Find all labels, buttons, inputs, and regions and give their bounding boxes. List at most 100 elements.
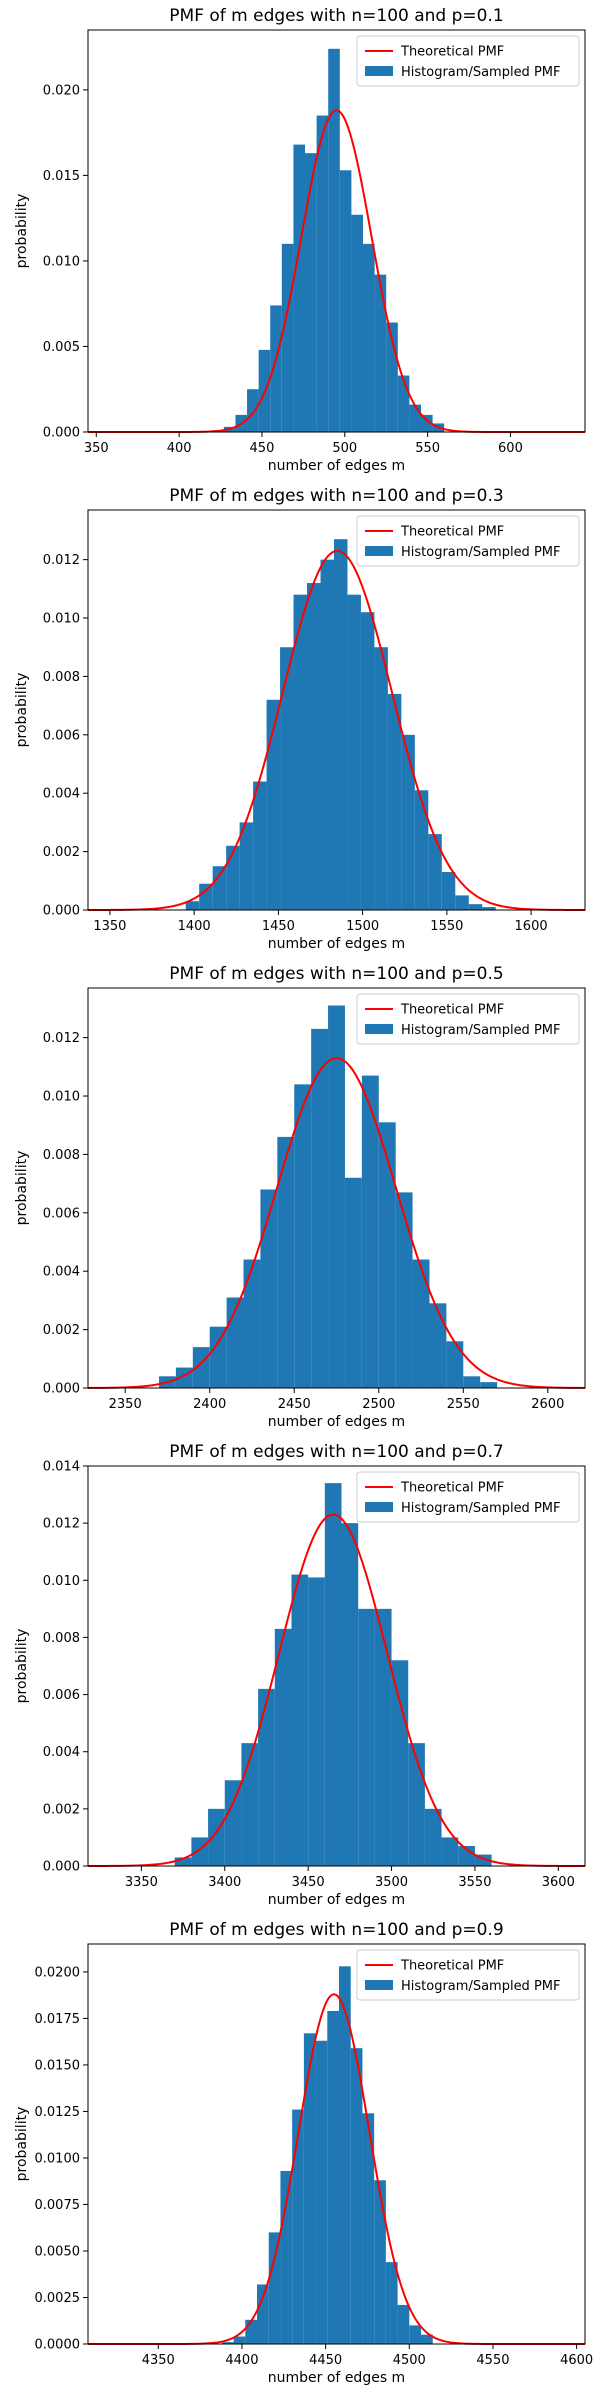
y-tick-label: 0.0075 [35, 2198, 81, 2213]
chart-title: PMF of m edges with n=100 and p=0.1 [169, 6, 503, 26]
legend-label: Theoretical PMF [400, 1959, 504, 1974]
x-tick-label: 400 [167, 441, 192, 456]
legend: Theoretical PMF Histogram/Sampled PMF [356, 35, 580, 87]
chart-title: PMF of m edges with n=100 and p=0.5 [169, 964, 503, 984]
y-tick-label: 0.000 [43, 1860, 80, 1875]
y-axis-label: probability [14, 1629, 30, 1704]
histogram-bar [328, 48, 340, 433]
legend-label: Histogram/Sampled PMF [401, 1979, 560, 1994]
y-tick-label: 0.004 [43, 787, 80, 802]
histogram-bar [468, 904, 483, 910]
histogram-bar [395, 1192, 413, 1388]
y-axis-label: probability [14, 673, 30, 748]
y-tick-label: 0.010 [43, 254, 80, 269]
legend: Theoretical PMF Histogram/Sampled PMF [356, 1949, 580, 2001]
y-tick-label: 0.006 [43, 1206, 80, 1221]
y-tick-label: 0.000 [43, 426, 80, 441]
histogram-bar [397, 375, 410, 432]
histogram-bar [351, 214, 364, 432]
legend-box [356, 35, 580, 87]
y-tick-label: 0.010 [43, 612, 80, 627]
histogram-bar [428, 834, 442, 910]
x-tick-label: 1450 [262, 919, 295, 934]
legend-box [356, 515, 580, 567]
y-tick-label: 0.012 [43, 1031, 80, 1046]
histogram-bar [446, 1341, 464, 1388]
chart-3: 2350 2400 2450 2500 2550 2600 0.000 0.002 0.004 0… [14, 964, 586, 1430]
histogram-bar [281, 243, 294, 432]
x-tick-label: 1400 [178, 919, 211, 934]
histogram-bar [401, 734, 415, 910]
histogram-bar [341, 1523, 359, 1866]
y-tick-label: 0.008 [43, 1148, 80, 1163]
x-tick-label: 1600 [515, 919, 548, 934]
histogram-bar [270, 305, 282, 432]
legend: Theoretical PMF Histogram/Sampled PMF [356, 993, 580, 1045]
legend-label: Histogram/Sampled PMF [401, 65, 560, 80]
x-tick-label: 2500 [362, 1397, 395, 1412]
x-tick-label: 2550 [447, 1397, 480, 1412]
histogram-bar [458, 1846, 475, 1866]
histogram-bar [292, 2109, 304, 2344]
histogram-bar [308, 1577, 325, 1866]
y-tick-label: 0.000 [43, 904, 80, 919]
x-tick-label: 550 [415, 441, 440, 456]
chart-title: PMF of m edges with n=100 and p=0.3 [169, 486, 503, 506]
histogram-bar [350, 2048, 363, 2344]
x-tick-label: 450 [250, 441, 275, 456]
chart-2: 1350 1400 1450 1500 1550 1600 0.000 0.002 0.004 0… [14, 486, 586, 952]
y-tick-label: 0.002 [43, 845, 80, 860]
histogram-bar [245, 2319, 258, 2344]
y-tick-label: 0.0025 [35, 2291, 81, 2306]
histogram-bar [374, 2180, 386, 2344]
histogram-bar [420, 414, 433, 432]
y-tick-label: 0.0050 [35, 2244, 81, 2259]
y-tick-label: 0.015 [43, 169, 80, 184]
axes-frame [87, 1943, 586, 2345]
x-tick-label: 3450 [292, 1875, 325, 1890]
x-axis-label: number of edges m [268, 1892, 405, 1908]
histogram-bar [233, 2336, 246, 2344]
histogram-bar [328, 1005, 345, 1388]
legend-label: Theoretical PMF [400, 45, 504, 60]
histogram-bar [480, 1382, 498, 1388]
histogram-bar [429, 1303, 447, 1388]
y-tick-label: 0.000 [43, 1382, 80, 1397]
histogram-bar [174, 1857, 192, 1866]
histogram-bar [274, 1628, 292, 1866]
histogram-bar [421, 2334, 433, 2344]
legend-box [356, 1949, 580, 2001]
histogram-bar [258, 1688, 275, 1866]
y-tick-label: 0.012 [43, 1517, 80, 1532]
histogram-bar [305, 153, 317, 432]
theoretical-pmf-line [87, 1057, 586, 1389]
y-tick-label: 0.0175 [35, 2012, 81, 2027]
x-tick-label: 4500 [393, 2353, 426, 2368]
histogram-bar [386, 322, 398, 432]
axes-frame [87, 509, 586, 911]
histogram-bar [277, 1136, 295, 1388]
histogram-bar [239, 822, 254, 910]
histogram-bar [243, 1259, 261, 1388]
histogram-bar [293, 144, 306, 432]
chart-4: 3350 3400 3450 3500 3550 3600 0.000 0.002 0.004 0… [14, 1442, 586, 1908]
chart-title: PMF of m edges with n=100 and p=0.9 [169, 1920, 503, 1940]
histogram-bar [387, 693, 402, 910]
x-tick-label: 2350 [109, 1397, 142, 1412]
histogram-bar [347, 594, 361, 910]
y-tick-label: 0.014 [43, 1460, 80, 1475]
histogram-bar [482, 907, 496, 910]
y-tick-label: 0.008 [43, 1631, 80, 1646]
histogram-bars [174, 1483, 492, 1866]
histogram-bar [293, 594, 308, 910]
x-axis-label: number of edges m [268, 458, 405, 474]
histogram-bar [191, 1837, 209, 1866]
histogram-bar [333, 539, 348, 910]
histogram-bar [409, 404, 421, 432]
histogram-bars [185, 539, 496, 910]
x-axis-label: number of edges m [268, 1414, 405, 1430]
histogram-bar [385, 2262, 398, 2344]
x-axis-label: number of edges m [268, 936, 405, 952]
histogram-bar [358, 1608, 375, 1866]
chart-title: PMF of m edges with n=100 and p=0.7 [169, 1442, 503, 1462]
